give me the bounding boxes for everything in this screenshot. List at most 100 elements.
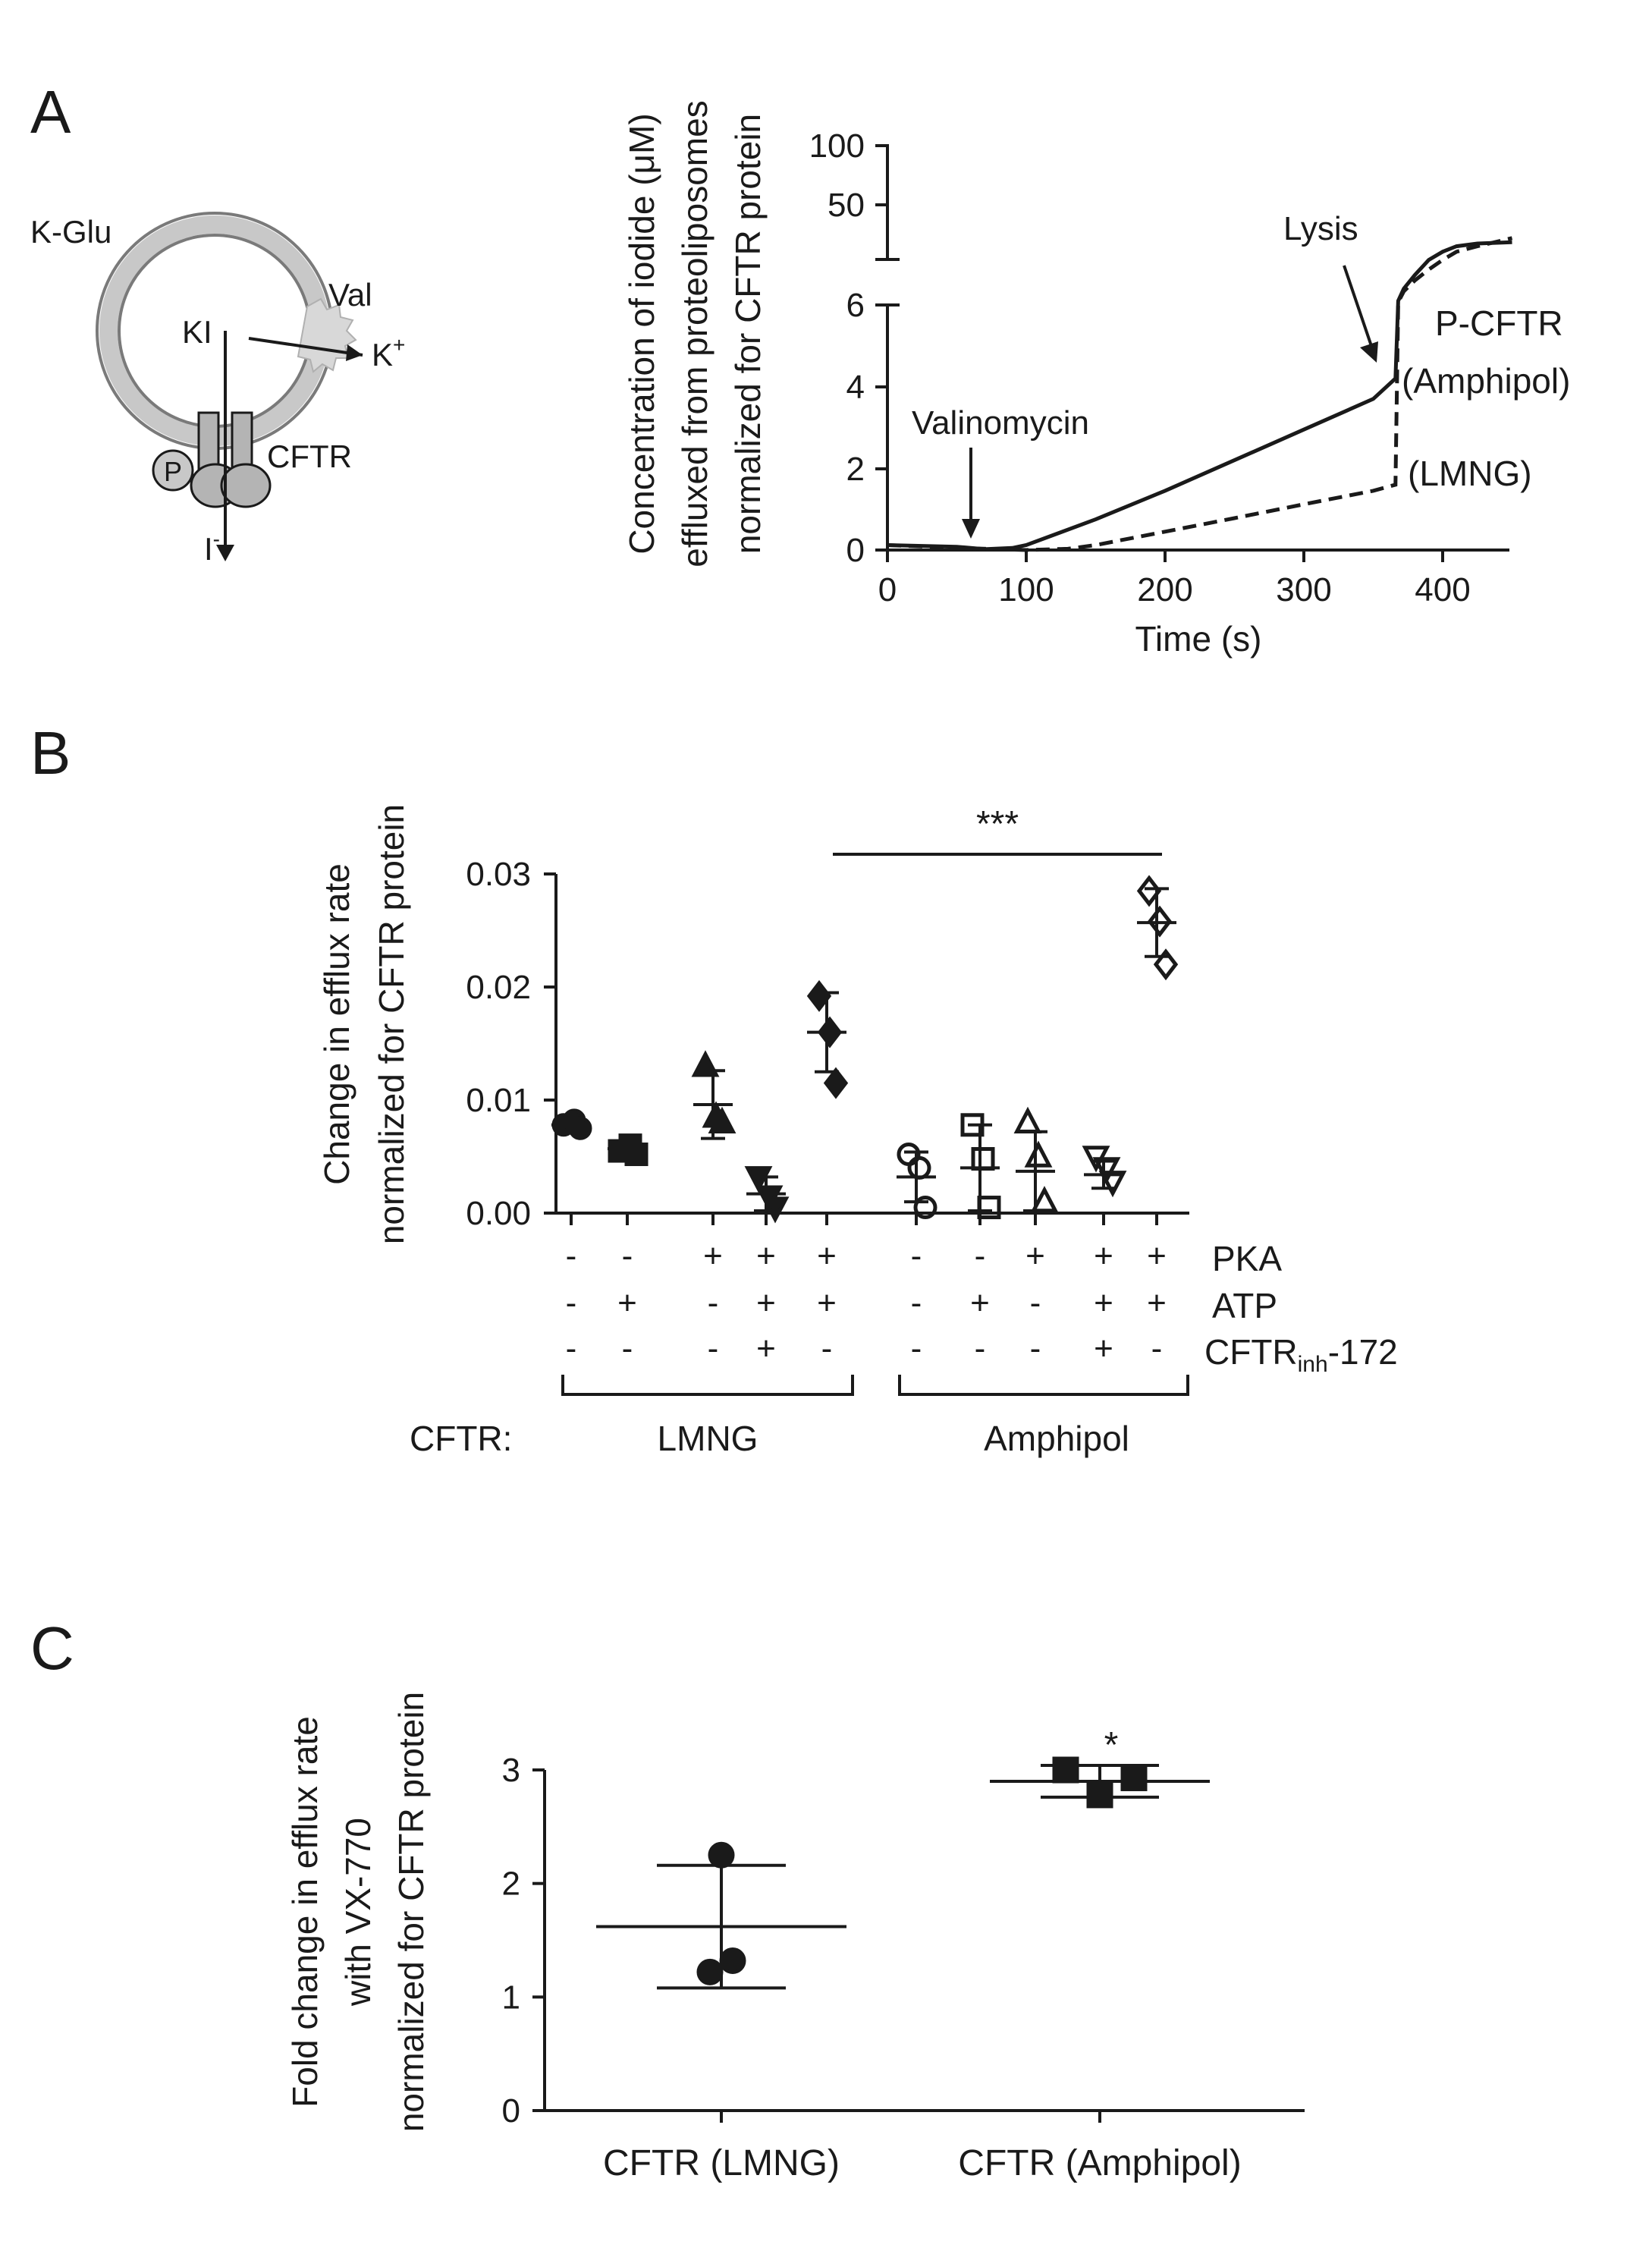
chart-b-condition-inh: - xyxy=(1151,1330,1163,1367)
chart-b-cftr-label: CFTR: xyxy=(410,1419,512,1458)
ki-label: KI xyxy=(182,314,212,350)
chart-a-lysis-arrow xyxy=(1343,265,1373,347)
chart-c-ytick-label: 3 xyxy=(502,1752,520,1789)
chart-c-errorbars xyxy=(596,1764,1210,1990)
chart-b-condition-inh: - xyxy=(975,1330,986,1367)
chart-b-condition-atp: + xyxy=(1147,1284,1167,1322)
chart-b-point xyxy=(913,1196,937,1220)
chart-c-ylabel-line-1: Fold change in efflux rate xyxy=(285,1716,325,2108)
chart-c-category-label-lmng: CFTR (LMNG) xyxy=(603,2143,840,2183)
chart-b-condition-inh: - xyxy=(821,1330,833,1367)
chart-b-ytick-label: 0.00 xyxy=(466,1195,531,1232)
vesicle-wall xyxy=(99,215,330,446)
chart-b-ylabel-line-2: normalized for CFTR protein xyxy=(372,804,411,1244)
chart-b-point xyxy=(1147,905,1173,938)
chart-a-series-lmng-line xyxy=(887,236,1513,552)
iodide-arrowhead xyxy=(216,545,234,561)
chart-b-row-label-pka: PKA xyxy=(1212,1239,1282,1278)
chart-b-group-label-lmng: LMNG xyxy=(658,1419,758,1458)
vesicle-inner xyxy=(118,234,312,428)
chart-b: Change in efflux rate normalized for CFT… xyxy=(317,804,1398,1458)
chart-b-lmng-bracket xyxy=(561,1375,854,1396)
chart-c-ytick-label: 0 xyxy=(502,2092,520,2130)
chart-b-condition-inh: - xyxy=(911,1330,922,1367)
chart-b-point xyxy=(1098,1171,1127,1198)
chart-b-condition-inh: - xyxy=(708,1330,719,1367)
val-label: Val xyxy=(328,277,372,313)
chart-c-ytick-label: 2 xyxy=(502,1866,520,1903)
chart-c-xticks xyxy=(720,2111,1101,2123)
chart-b-point xyxy=(1013,1106,1042,1133)
chart-b-condition-pka: + xyxy=(1025,1237,1045,1275)
chart-a-ytick-label-4: 4 xyxy=(846,369,865,406)
chart-b-condition-atp: - xyxy=(911,1284,922,1322)
chart-b-row-label-inhibitor: CFTRinh-172 xyxy=(1204,1332,1398,1377)
chart-a-xtick-label-200: 200 xyxy=(1137,571,1192,608)
chart-b-condition-atp: + xyxy=(756,1284,776,1322)
chart-b-ytick-label: 0.03 xyxy=(466,856,531,893)
chart-b-condition-atp: - xyxy=(1030,1284,1041,1322)
chart-a-ylabel-line-2: effluxed from proteoliposomes xyxy=(675,100,715,567)
chart-a-ylabel-line-3: normalized for CFTR protein xyxy=(728,114,768,554)
kglu-label: K-Glu xyxy=(30,214,111,250)
chart-b-condition-rows: - - + + + - - + + +- + - + + - + - + +- - - + - - - - + - xyxy=(566,1237,1167,1367)
valinomycin-ionophore xyxy=(297,297,357,373)
chart-b-condition-atp: + xyxy=(1094,1284,1113,1322)
chart-c-ylabel-line-3: normalized for CFTR protein xyxy=(391,1692,431,2132)
chart-b-condition-pka: + xyxy=(817,1237,837,1275)
chart-c: Fold change in efflux rate with VX-770 n… xyxy=(285,1692,1305,2183)
panel-label-a: A xyxy=(30,78,71,146)
chart-b-condition-inh: + xyxy=(1094,1330,1113,1367)
chart-b-point xyxy=(1092,1157,1121,1184)
chart-c-category-label-amphipol: CFTR (Amphipol) xyxy=(958,2143,1241,2183)
phosphate-circle xyxy=(152,449,194,492)
chart-b-ytick-label: 0.01 xyxy=(466,1082,531,1119)
chart-b-point xyxy=(971,1146,995,1171)
chart-b-point xyxy=(907,1155,931,1180)
iodide-ion-label: I- xyxy=(204,527,220,567)
chart-b-xticks xyxy=(570,1213,1158,1225)
chart-a-ylabel: Concentration of iodide (μM) effluxed fr… xyxy=(622,100,768,567)
chart-a-xtick-label-300: 300 xyxy=(1276,571,1331,608)
chart-b-condition-atp: + xyxy=(617,1284,637,1322)
chart-b-condition-atp: - xyxy=(708,1284,719,1322)
chart-a-xtick-label-100: 100 xyxy=(998,571,1054,608)
chart-c-point xyxy=(1120,1764,1148,1791)
chart-c-points xyxy=(696,1756,1148,1985)
chart-a-ytick-label-6: 6 xyxy=(846,287,865,324)
chart-b-condition-pka: - xyxy=(911,1237,922,1275)
phosphate-label: P xyxy=(164,456,182,487)
chart-b-condition-atp: - xyxy=(566,1284,577,1322)
chart-c-point xyxy=(696,1958,724,1985)
panel-label-b: B xyxy=(30,719,71,787)
chart-b-yticks: 0.00 0.01 0.02 0.03 xyxy=(466,856,556,1232)
chart-b-row-label-atp: ATP xyxy=(1212,1286,1277,1325)
chart-a-series-amphipol-line xyxy=(887,240,1512,552)
chart-a-ytick-label-50: 50 xyxy=(828,187,865,224)
chart-a-amphipol-label-line2: (Amphipol) xyxy=(1402,361,1570,401)
chart-c-ylabel-line-2: with VX-770 xyxy=(338,1818,378,2007)
chart-b-ylabel-line-1: Change in efflux rate xyxy=(317,863,356,1185)
chart-b-point xyxy=(761,1196,790,1224)
chart-a-lysis-label: Lysis xyxy=(1283,210,1358,247)
chart-b-point xyxy=(1153,948,1179,981)
chart-b-condition-pka: - xyxy=(566,1237,577,1275)
chart-b-condition-inh: - xyxy=(1030,1330,1041,1367)
potassium-ion-label: K+ xyxy=(372,333,405,372)
chart-b-condition-inh: - xyxy=(566,1330,577,1367)
panel-label-c: C xyxy=(30,1614,74,1682)
chart-a-xlabel: Time (s) xyxy=(1135,619,1262,659)
nbd-right xyxy=(220,463,272,508)
chart-b-condition-atp: + xyxy=(817,1284,837,1322)
chart-b-point xyxy=(708,1106,736,1133)
cftr-channel-left xyxy=(197,411,220,470)
chart-a-lysis-arrowhead xyxy=(1360,341,1378,363)
chart-b-point xyxy=(568,1116,592,1140)
chart-a-lmng-label: (LMNG) xyxy=(1408,454,1532,493)
chart-b-condition-pka: - xyxy=(622,1237,633,1275)
chart-b-errorbars xyxy=(551,887,1176,1213)
chart-b-ytick-label: 0.02 xyxy=(466,969,531,1006)
chart-a-valinomycin-label: Valinomycin xyxy=(912,404,1089,442)
chart-c-point xyxy=(719,1947,746,1974)
chart-b-condition-pka: - xyxy=(975,1237,986,1275)
